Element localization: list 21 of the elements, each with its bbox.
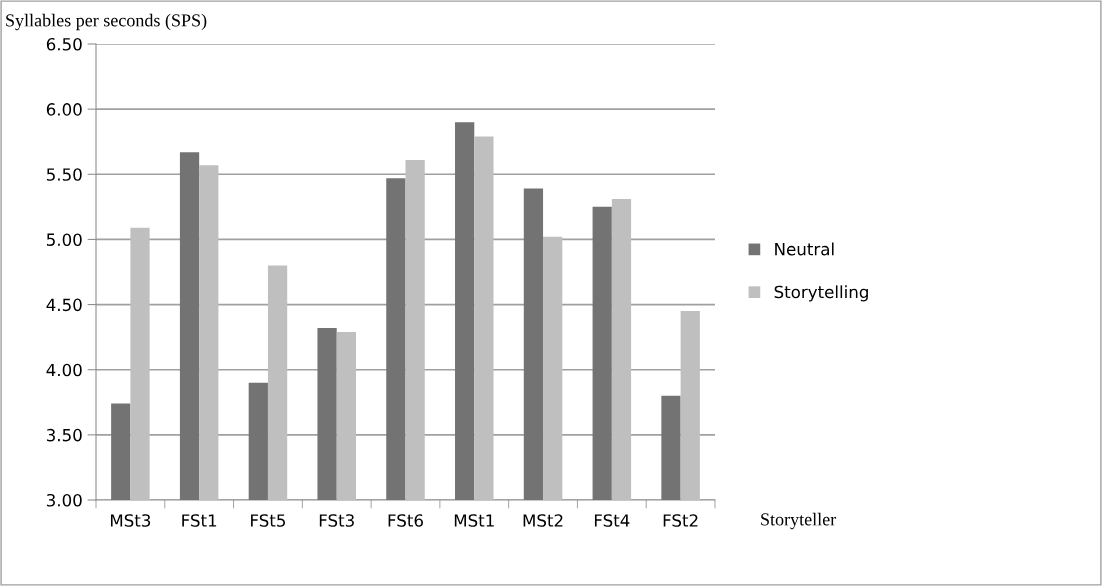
y-tick-label: 4.50: [46, 298, 82, 312]
x-tick-label: MSt2: [523, 514, 563, 527]
y-tick-label: 5.50: [46, 168, 82, 181]
y-tick-label: 4.00: [46, 363, 82, 377]
y-tick-label: 6.50: [46, 37, 82, 51]
x-tick-label: FSt5: [251, 514, 285, 527]
y-tick-label: 6.00: [46, 103, 82, 116]
x-tick-label: FSt3: [319, 514, 354, 527]
x-tick-label: FSt6: [388, 514, 423, 527]
x-axis-title: Storyteller: [761, 512, 837, 530]
y-tick-label: 5.00: [46, 233, 82, 246]
legend-label: Storytelling: [774, 285, 868, 302]
x-tick-label: FSt2: [663, 514, 698, 527]
x-tick-label: FSt1: [182, 514, 217, 527]
y-tick-label: 3.50: [46, 428, 82, 442]
x-tick-label: MSt1: [454, 514, 494, 527]
legend-label: Neutral: [775, 242, 834, 256]
y-axis-title: Syllables per seconds (SPS): [6, 13, 207, 31]
y-tick-label: 3.00: [46, 493, 82, 507]
x-tick-label: FSt4: [594, 514, 630, 527]
x-tick-label: MSt3: [110, 514, 151, 527]
